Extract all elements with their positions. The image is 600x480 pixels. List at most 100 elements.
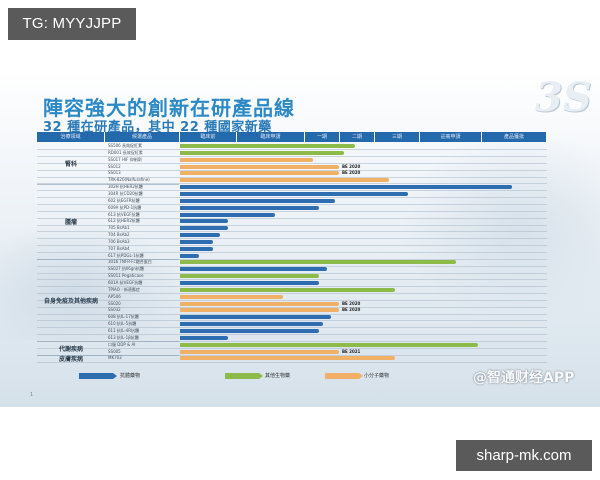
legend-other-biologic-label: 其他生物藥	[265, 373, 291, 379]
product-label: 口服 DDP & AI	[108, 341, 136, 347]
product-label: SS011 Pegaticase	[108, 273, 144, 279]
row-divider	[37, 320, 547, 322]
product-label: 706 BsAb3	[108, 238, 130, 244]
product-label: 613 抗IL-1β抗體	[108, 334, 139, 340]
be-note: BE 2020	[342, 163, 361, 169]
product-label: 302H 抗HER2抗體	[108, 184, 143, 190]
legend-small-molecule-icon	[325, 373, 363, 379]
pipeline-bar	[180, 342, 478, 347]
group-divider	[37, 341, 179, 343]
be-note: BE 2020	[342, 300, 361, 306]
row-divider	[37, 183, 547, 185]
column-header: 臨床前	[180, 132, 237, 142]
pipeline-bar	[180, 281, 319, 285]
row-divider	[37, 190, 547, 192]
row-divider	[37, 176, 547, 178]
pipeline-bar	[180, 239, 213, 244]
pipeline-bar	[180, 212, 275, 217]
column-header: 三期	[375, 132, 420, 142]
product-label: 612 抗HER2抗體	[108, 218, 140, 224]
product-label: SS017 HIF 抑制劑	[108, 156, 142, 162]
pipeline-bar	[180, 315, 331, 320]
pipeline-bar	[180, 274, 319, 279]
product-label: 3016 TNFR-Fc融合蛋白	[108, 259, 152, 265]
row-divider	[37, 341, 547, 342]
column-header: 候選產品	[105, 132, 180, 142]
product-label: SS013	[108, 170, 121, 176]
product-label: 601A 抗VEGF抗體	[108, 280, 143, 285]
product-label: TPIAO - 新適應症	[108, 286, 140, 292]
product-label: SS032	[108, 307, 121, 313]
row-divider	[37, 354, 547, 356]
row-divider	[37, 258, 547, 260]
pipeline-bar	[180, 178, 389, 183]
row-divider	[37, 204, 547, 205]
pipeline-bar	[180, 308, 339, 313]
group-divider	[37, 183, 179, 185]
pipeline-bar	[180, 349, 339, 354]
pipeline-bar	[180, 144, 355, 148]
pipeline-bar	[180, 246, 213, 251]
pipeline-bar	[180, 356, 395, 361]
product-label: AP506	[108, 293, 121, 299]
row-divider	[37, 347, 547, 349]
product-label: 617 抗PDGL-1抗體	[108, 252, 144, 258]
slide-title: 陣容強大的創新在研產品線	[43, 96, 295, 120]
row-divider	[37, 327, 547, 329]
product-label: 608 抗IL-17抗體	[108, 314, 139, 320]
3s-logo-icon: 3S	[535, 74, 592, 121]
pipeline-bar	[180, 164, 339, 169]
product-label: SS506 長效促紅素	[108, 143, 142, 148]
row-divider	[37, 156, 547, 158]
row-divider	[37, 293, 547, 295]
row-divider	[37, 272, 547, 274]
row-divider	[37, 334, 547, 336]
pipeline-bar	[180, 294, 283, 299]
row-divider	[37, 224, 547, 226]
product-label: 610 抗IL-5抗體	[108, 321, 137, 327]
pipeline-bar	[180, 171, 339, 176]
column-header: 註冊申請	[420, 132, 482, 142]
be-note: BE 2021	[342, 348, 361, 354]
product-label: TRK-820(Nalfurafine)	[108, 177, 150, 183]
row-divider	[37, 279, 547, 281]
product-label: 609A 抗PD-1抗體	[108, 204, 142, 210]
product-label: 704 BsAb2	[108, 232, 130, 238]
be-note: BE 2020	[342, 170, 361, 176]
product-label: SS027 抗Il6gn抗體	[108, 266, 144, 272]
legend-other-biologic-icon	[225, 373, 263, 379]
therapeutic-area-label: 腫瘤	[64, 219, 77, 227]
row-divider	[37, 313, 547, 315]
row-divider	[37, 286, 547, 288]
pipeline-bar	[180, 233, 220, 238]
row-divider	[37, 149, 547, 151]
product-label: 602 抗EGFR抗體	[108, 197, 140, 203]
row-divider	[37, 299, 547, 301]
product-label: 705 BsAb1	[108, 225, 130, 231]
therapeutic-area-label: 皮膚疾病	[58, 356, 83, 364]
row-divider	[37, 217, 547, 219]
product-label: MK703	[108, 355, 122, 361]
pipeline-bar	[180, 267, 327, 272]
pipeline-bar	[180, 157, 313, 162]
tg-handle-badge: TG: MYYJJPP	[8, 8, 136, 40]
row-divider	[37, 361, 547, 363]
product-label: 304R 抗CD20抗體	[108, 190, 143, 196]
pipeline-bar	[180, 335, 228, 340]
pipeline-bar	[180, 219, 228, 224]
pipeline-bar	[180, 287, 395, 292]
group-divider	[37, 259, 179, 261]
pipeline-bar	[180, 226, 228, 231]
therapeutic-area-label: 腎科	[64, 161, 77, 169]
product-label: SS005	[108, 348, 121, 354]
pipeline-bar	[180, 322, 323, 327]
pipeline-bar	[180, 205, 319, 210]
legend-small-molecule-label: 小分子藥物	[364, 373, 390, 379]
column-header: 臨床申請	[237, 132, 305, 142]
watermark: @智通财经APP	[473, 370, 575, 386]
group-divider	[37, 354, 179, 356]
pipeline-bar	[180, 191, 408, 196]
row-divider	[37, 197, 547, 199]
row-divider	[37, 169, 547, 171]
table-header	[37, 132, 547, 142]
